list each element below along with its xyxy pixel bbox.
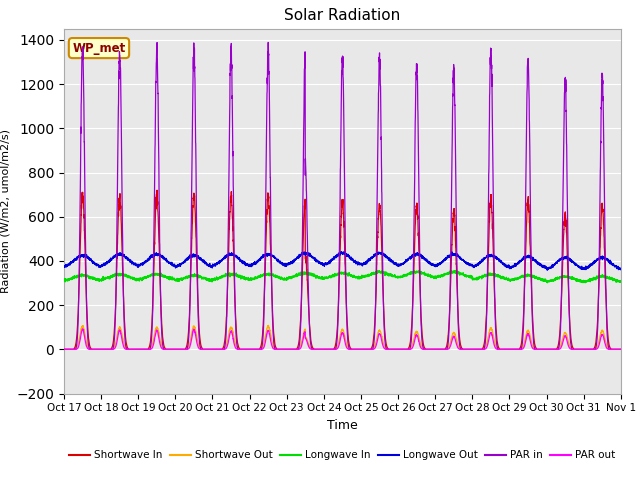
Legend: Shortwave In, Shortwave Out, Longwave In, Longwave Out, PAR in, PAR out: Shortwave In, Shortwave Out, Longwave In… <box>65 446 620 465</box>
Y-axis label: Radiation (W/m2, umol/m2/s): Radiation (W/m2, umol/m2/s) <box>1 129 11 293</box>
Title: Solar Radiation: Solar Radiation <box>284 9 401 24</box>
X-axis label: Time: Time <box>327 419 358 432</box>
Text: WP_met: WP_met <box>72 42 125 55</box>
